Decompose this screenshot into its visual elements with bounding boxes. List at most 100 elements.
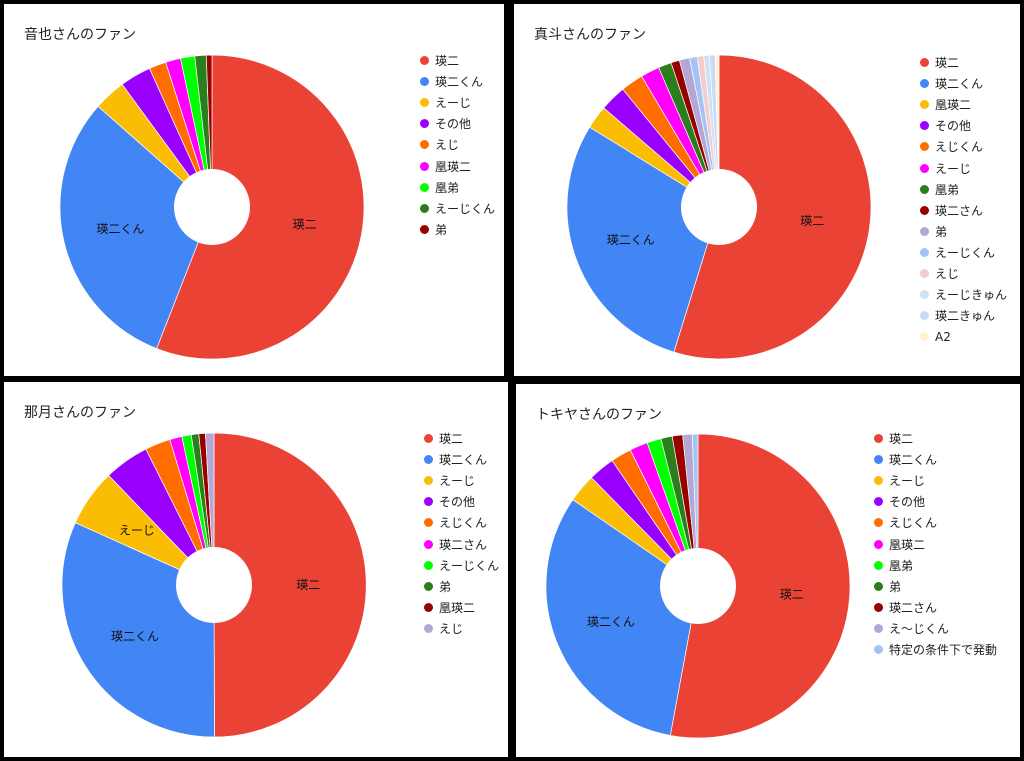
legend-label: 瑛二くん xyxy=(439,453,488,468)
donut-hole xyxy=(176,547,252,623)
legend-item: えじくん xyxy=(920,136,1007,157)
legend-swatch xyxy=(874,539,883,549)
slice-label: 瑛二くん xyxy=(607,233,655,247)
legend-item: 瑛二 xyxy=(420,50,495,71)
legend-swatch xyxy=(920,184,929,194)
legend-swatch xyxy=(920,311,929,321)
legend-label: えーじきゅん xyxy=(935,288,1008,303)
legend-swatch xyxy=(874,434,883,444)
pie-slice xyxy=(669,433,851,739)
pie-slice xyxy=(205,54,213,208)
legend-label: えじ xyxy=(435,138,460,153)
legend-label: 瑛二さん xyxy=(889,600,938,615)
legend-swatch xyxy=(420,56,429,66)
legend-swatch xyxy=(424,497,433,507)
legend-item: えーじきゅん xyxy=(920,284,1007,305)
legend-item: えじ xyxy=(920,263,1007,284)
pie-slice xyxy=(714,54,720,208)
legend-label: えーじ xyxy=(935,161,972,176)
legend-swatch xyxy=(874,581,883,591)
legend-label: えーじ xyxy=(889,474,926,489)
legend-swatch xyxy=(874,644,883,654)
legend-label: その他 xyxy=(889,495,926,510)
legend-label: 瑛二さん xyxy=(439,537,488,552)
legend-label: 瑛二くん xyxy=(889,453,938,468)
pie-slice xyxy=(545,499,699,736)
pie-slice xyxy=(205,432,215,586)
legend-label: 凰瑛二 xyxy=(889,537,926,552)
chart-panel-masato: 真斗さんのファン 瑛二 瑛二くん 瑛二 瑛二くん 凰瑛二 その他 えじくん えーじ 凰弟 瑛二さ… xyxy=(514,4,1020,376)
pie-slice xyxy=(156,54,365,360)
legend-label: その他 xyxy=(439,495,476,510)
legend-swatch xyxy=(920,79,929,89)
legend-label: 弟 xyxy=(889,579,902,594)
legend-swatch xyxy=(424,455,433,465)
legend-swatch xyxy=(920,142,929,152)
legend-swatch xyxy=(874,455,883,465)
legend-item: その他 xyxy=(424,491,499,512)
legend-swatch xyxy=(420,224,429,234)
legend-swatch xyxy=(424,539,433,549)
legend-label: 凰瑛二 xyxy=(439,600,476,615)
legend: 瑛二 瑛二くん 凰瑛二 その他 えじくん えーじ 凰弟 瑛二さん弟えーじくん えじ えーじきゅん瑛… xyxy=(920,52,1007,347)
legend-swatch xyxy=(920,290,929,300)
legend-item: その他 xyxy=(420,113,495,134)
legend-swatch xyxy=(420,182,429,192)
legend-label: えじくん xyxy=(889,516,938,531)
legend-label: 弟 xyxy=(935,224,948,239)
pie-slice xyxy=(691,433,699,587)
pie-slice xyxy=(673,54,872,360)
legend-item: えーじくん xyxy=(420,198,495,219)
donut-hole xyxy=(660,548,736,624)
legend-item: 瑛二くん xyxy=(420,71,495,92)
legend-item: えーじ xyxy=(424,470,499,491)
legend-item: A2 xyxy=(920,326,1007,347)
chart-title: 真斗さんのファン xyxy=(534,27,646,43)
legend-label: 凰瑛二 xyxy=(435,159,472,174)
legend-swatch xyxy=(920,58,929,68)
legend-item: 瑛二さん xyxy=(874,597,997,618)
legend: 瑛二 瑛二くん えーじ その他 えじくん 凰瑛二 凰弟弟瑛二さん え〜じくん 特定の条件下で発動 xyxy=(874,428,997,660)
legend-swatch xyxy=(424,581,433,591)
legend-item: えじくん xyxy=(874,512,997,533)
legend-item: 瑛二くん xyxy=(424,449,499,470)
slice-label: 瑛二 xyxy=(780,588,804,602)
slice-label: 瑛二くん xyxy=(587,615,635,629)
legend-swatch xyxy=(424,560,433,570)
legend-label: A2 xyxy=(935,329,951,344)
legend-swatch xyxy=(874,623,883,633)
legend-swatch xyxy=(920,100,929,110)
legend-label: えーじ xyxy=(435,96,472,111)
legend-item: 瑛二くん xyxy=(874,449,997,470)
legend-label: えーじくん xyxy=(935,245,996,260)
legend-item: えーじ xyxy=(874,470,997,491)
slice-label: 瑛二 xyxy=(293,218,317,232)
legend-item: 弟 xyxy=(920,221,1007,242)
legend-label: 瑛二 xyxy=(935,56,960,71)
legend-item: 瑛二 xyxy=(874,428,997,449)
donut-hole xyxy=(174,169,250,245)
legend: 瑛二 瑛二くん えーじ その他 えじ 凰瑛二 凰弟 えーじくん弟 xyxy=(420,50,495,240)
legend-label: えじ xyxy=(935,266,960,281)
legend-item: 特定の条件下で発動 xyxy=(874,639,997,660)
legend-item: 弟 xyxy=(874,576,997,597)
legend-label: えじ xyxy=(439,621,464,636)
legend-item: 凰瑛二 xyxy=(424,597,499,618)
legend-swatch xyxy=(420,140,429,150)
legend-label: その他 xyxy=(435,117,472,132)
legend-swatch xyxy=(424,602,433,612)
pie-slice xyxy=(59,105,213,350)
chart-panel-tokiya: トキヤさんのファン 瑛二 瑛二くん 瑛二 瑛二くん えーじ その他 えじくん 凰瑛二 凰弟弟瑛… xyxy=(516,384,1020,757)
legend-item: 瑛二 xyxy=(920,52,1007,73)
legend-item: えーじくん xyxy=(424,555,499,576)
legend-swatch xyxy=(920,163,929,173)
legend-item: 凰弟 xyxy=(920,179,1007,200)
legend-swatch xyxy=(420,119,429,129)
legend-item: 瑛二きゅん xyxy=(920,305,1007,326)
legend-label: その他 xyxy=(935,119,972,134)
legend-label: えーじ xyxy=(439,474,476,489)
pie-slice xyxy=(566,126,720,353)
legend-label: 凰瑛二 xyxy=(935,98,972,113)
